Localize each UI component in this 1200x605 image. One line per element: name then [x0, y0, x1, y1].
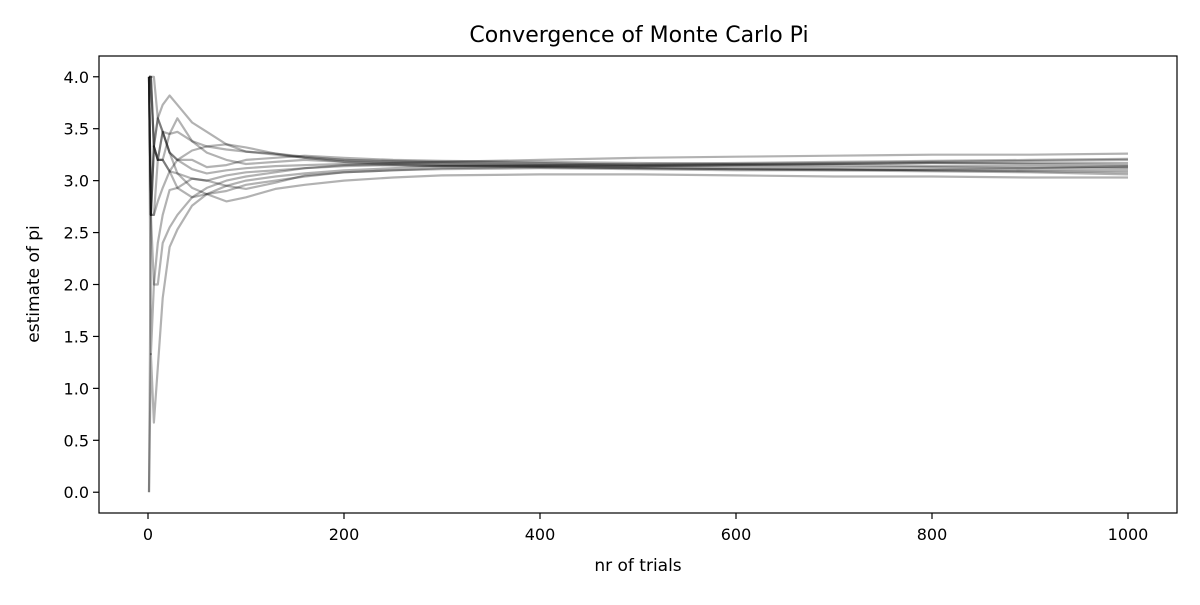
y-tick-label: 1.0: [64, 379, 89, 398]
series-line-7: [147, 76, 1129, 286]
y-tick-label: 3.5: [64, 120, 89, 139]
plot-frame: [98, 55, 1178, 514]
x-tick-label: 600: [721, 525, 752, 544]
series-line-11: [149, 75, 1128, 169]
series-line-6: [149, 75, 1128, 199]
series-line-4: [149, 75, 1129, 166]
y-tick-label: 2.0: [64, 276, 89, 295]
y-tick-label: 4.0: [64, 68, 89, 87]
series-lines: [147, 75, 1129, 493]
series-line-2: [147, 117, 1129, 493]
y-axis-label: estimate of pi: [24, 225, 44, 343]
series-line-9: [147, 158, 1129, 493]
y-tick-label: 1.5: [64, 327, 89, 346]
x-tick-label: 1000: [1108, 525, 1149, 544]
y-axis-ticks: 0.0 0.5 1.0 1.5 2.0 2.5 3.0 3.5 4.0: [64, 68, 99, 502]
y-tick-label: 0.5: [64, 431, 89, 450]
y-tick-label: 0.0: [64, 483, 89, 502]
series-line-10: [147, 76, 1129, 216]
series-line-3: [147, 76, 1129, 356]
x-tick-label: 400: [525, 525, 556, 544]
series-line-5: [147, 76, 1128, 216]
y-tick-label: 2.5: [64, 224, 89, 243]
x-tick-label: 800: [917, 525, 948, 544]
series-line-12: [147, 76, 1129, 216]
series-line-1: [147, 76, 1129, 216]
x-axis-ticks: 0 200 400 600 800 1000: [143, 513, 1148, 544]
chart-title: Convergence of Monte Carlo Pi: [469, 23, 808, 48]
x-axis-label: nr of trials: [594, 556, 681, 576]
x-tick-label: 200: [329, 525, 360, 544]
series-line-8: [149, 75, 1128, 203]
x-tick-label: 0: [143, 525, 153, 544]
y-tick-label: 3.0: [64, 172, 89, 191]
